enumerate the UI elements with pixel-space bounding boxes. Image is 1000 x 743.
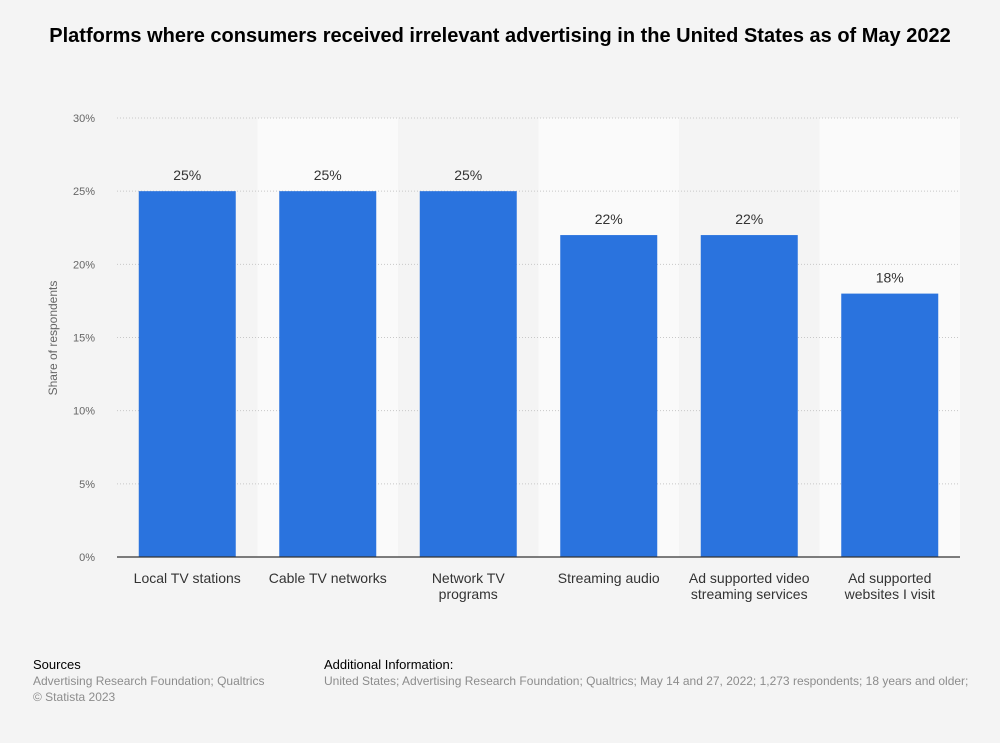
x-tick-label-line: Streaming audio: [558, 570, 660, 586]
y-tick-label: 15%: [73, 333, 95, 345]
bar[interactable]: [560, 235, 658, 558]
additional-info-block: Additional Information: United States; A…: [324, 657, 1000, 689]
additional-info-heading: Additional Information:: [324, 657, 454, 672]
bar-value-label: 18%: [876, 270, 904, 286]
sources-heading: Sources: [33, 657, 81, 672]
x-tick-label-line: Ad supported: [848, 570, 931, 586]
bar-value-label: 22%: [735, 211, 763, 227]
bar-value-label: 25%: [314, 167, 342, 183]
x-tick-label-line: Ad supported video: [689, 570, 810, 586]
x-tick-label: Streaming audio: [558, 570, 660, 586]
bar-value-label: 25%: [454, 167, 482, 183]
copyright[interactable]: © Statista 2023: [33, 690, 116, 704]
x-tick-label-line: programs: [439, 586, 498, 602]
y-tick-label: 10%: [73, 406, 95, 418]
additional-info-text: United States; Advertising Research Foun…: [324, 674, 969, 688]
y-tick-label: 25%: [73, 186, 95, 198]
x-tick-label: Cable TV networks: [269, 570, 387, 586]
sources-block: Sources Advertising Research Foundation;…: [33, 657, 264, 705]
x-tick-label-line: websites I visit: [844, 586, 935, 602]
bar[interactable]: [841, 293, 939, 557]
bar-value-label: 25%: [173, 167, 201, 183]
bar-value-label: 22%: [595, 211, 623, 227]
x-tick-label-line: Cable TV networks: [269, 570, 387, 586]
x-tick-label: Ad supported video streaming services: [689, 570, 810, 602]
x-tick-label: Network TV programs: [432, 570, 506, 602]
x-tick-label-line: Local TV stations: [134, 570, 241, 586]
x-tick-label: Local TV stations: [134, 570, 241, 586]
chart-title: Platforms where consumers received irrel…: [49, 25, 951, 47]
x-tick-label-line: Network TV: [432, 570, 506, 586]
bar[interactable]: [419, 191, 517, 557]
y-tick-label: 0%: [79, 552, 95, 564]
bar[interactable]: [279, 191, 377, 557]
y-axis-title: Share of respondents: [46, 281, 60, 396]
y-tick-label: 30%: [73, 113, 95, 125]
bar[interactable]: [138, 191, 236, 557]
y-tick-label: 5%: [79, 479, 95, 491]
bar[interactable]: [700, 235, 798, 558]
y-tick-label: 20%: [73, 259, 95, 271]
x-tick-label-line: streaming services: [691, 586, 808, 602]
sources-text[interactable]: Advertising Research Foundation; Qualtri…: [33, 674, 265, 688]
bar-chart: 0% 5% 10% 15% 20% 25% 30% Share of respondents 2…: [46, 113, 960, 602]
x-tick-label: Ad supported websites I visit: [844, 570, 935, 602]
